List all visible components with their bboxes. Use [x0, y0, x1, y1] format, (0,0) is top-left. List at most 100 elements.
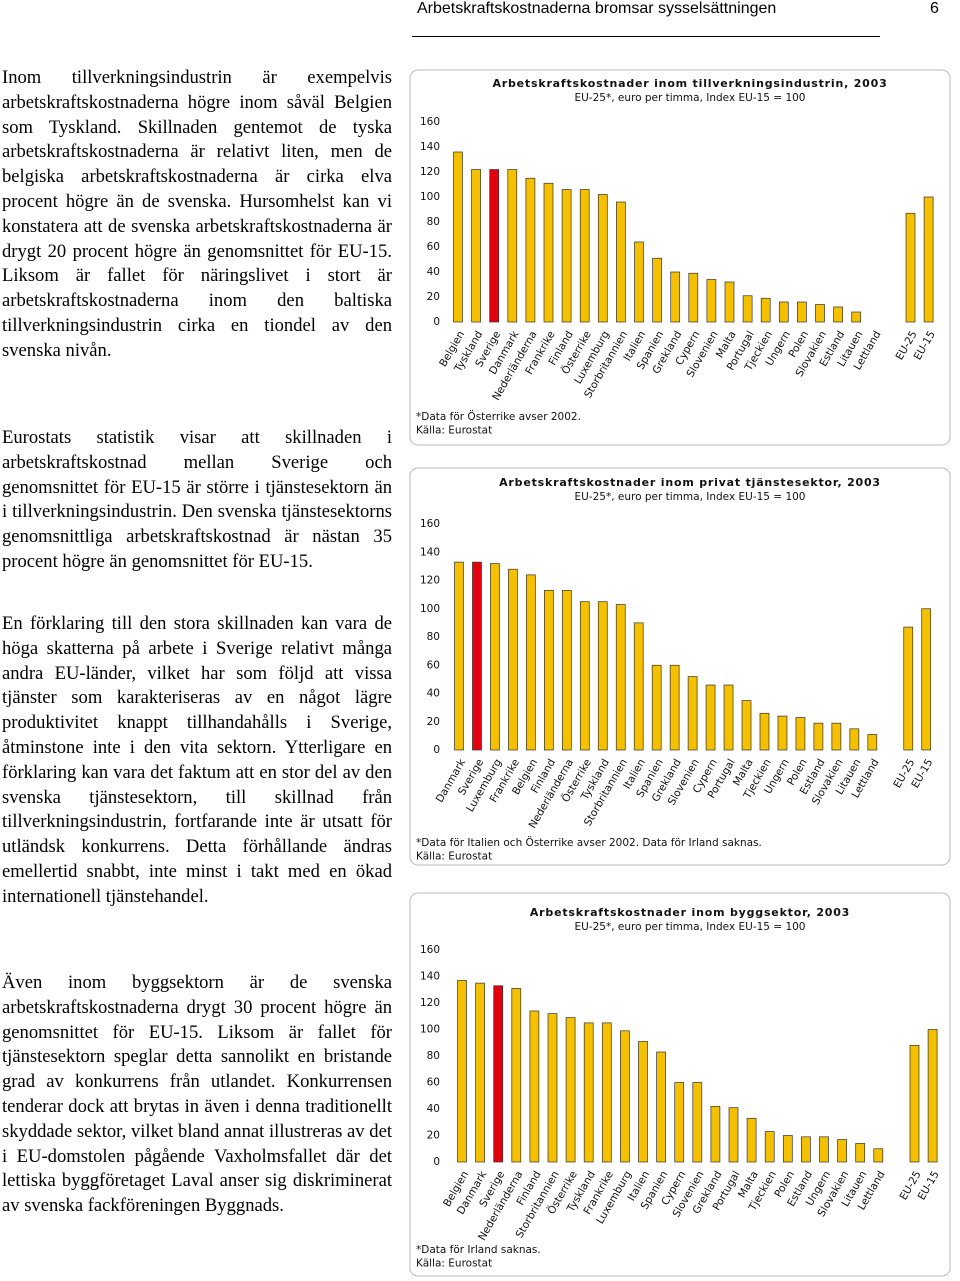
bar — [760, 297, 771, 323]
y-tick-label: 60 — [427, 659, 440, 671]
y-tick-label: 160 — [420, 116, 440, 128]
bar — [710, 1105, 721, 1163]
y-tick-label: 0 — [433, 1156, 440, 1168]
bar — [507, 169, 518, 323]
y-tick-label: 40 — [427, 266, 440, 278]
paragraph: Inom tillverkningsindustrin är exempelvi… — [2, 67, 392, 361]
chart-note: Källa: Eurostat — [416, 851, 492, 863]
bar — [851, 311, 862, 323]
bar — [687, 676, 698, 751]
bar — [724, 281, 735, 323]
chart-title: Arbetskraftskostnader inom byggsektor, 2… — [530, 906, 850, 919]
y-tick-label: 100 — [420, 1024, 440, 1036]
bar — [873, 1148, 884, 1163]
y-tick-label: 80 — [427, 1050, 440, 1062]
chart-frame — [409, 69, 951, 446]
y-tick-label: 160 — [420, 944, 440, 956]
bar — [692, 1082, 703, 1163]
bar — [759, 712, 770, 751]
bar — [813, 722, 824, 751]
chart-frame — [409, 892, 951, 1277]
bar — [778, 301, 789, 323]
bar — [616, 201, 626, 323]
bar — [746, 1117, 757, 1163]
bar — [597, 194, 608, 323]
y-tick-label: 120 — [420, 166, 440, 178]
paragraph: Även inom byggsektorn är de svenska arbe… — [2, 972, 392, 1217]
y-tick-label: 100 — [420, 603, 440, 615]
bar — [706, 279, 717, 323]
bar — [819, 1136, 829, 1163]
bar — [454, 561, 464, 751]
y-tick-label: 120 — [420, 997, 440, 1009]
bar — [905, 212, 916, 323]
bar — [903, 626, 914, 751]
y-tick-label: 0 — [433, 316, 440, 328]
bar — [579, 189, 590, 323]
bar — [489, 169, 500, 323]
bar — [493, 985, 504, 1163]
bar — [705, 684, 716, 751]
y-tick-label: 20 — [427, 716, 440, 728]
bar — [741, 700, 752, 751]
bar — [797, 301, 807, 323]
bar — [547, 1013, 558, 1163]
bar — [543, 590, 554, 751]
bar — [909, 1045, 920, 1163]
chart-frame — [409, 467, 951, 866]
bar — [801, 1136, 811, 1163]
bar — [849, 728, 860, 751]
bar — [583, 1022, 594, 1163]
bar — [855, 1143, 866, 1163]
y-tick-label: 40 — [427, 1103, 440, 1115]
bar — [615, 604, 626, 751]
bar — [457, 980, 467, 1163]
bar — [525, 177, 536, 323]
bar — [652, 257, 662, 323]
bar — [561, 590, 572, 751]
bar — [728, 1107, 739, 1163]
bar — [579, 601, 590, 751]
bar — [837, 1139, 847, 1163]
y-tick-label: 20 — [427, 1130, 440, 1142]
y-tick-label: 20 — [427, 291, 440, 303]
header-title: Arbetskraftskostnaderna bromsar sysselsä… — [417, 0, 777, 17]
bar — [833, 306, 843, 323]
chart-note: Källa: Eurostat — [416, 1258, 492, 1270]
bar — [674, 1082, 685, 1163]
bar — [923, 196, 934, 323]
bar — [867, 734, 878, 751]
bar — [670, 271, 681, 323]
page-number: 6 — [930, 0, 939, 17]
y-tick-label: 140 — [420, 971, 440, 983]
y-tick-label: 140 — [420, 546, 440, 558]
bar — [795, 717, 806, 751]
y-tick-label: 80 — [427, 631, 440, 643]
bar — [633, 622, 644, 751]
bar — [565, 1017, 576, 1163]
bar — [543, 182, 554, 323]
chart-subtitle: EU-25*, euro per timma, Index EU-15 = 10… — [575, 921, 806, 933]
bar — [471, 169, 481, 323]
bar — [777, 715, 788, 751]
paragraph: Eurostats statistik visar att skillnaden… — [2, 427, 392, 572]
bar — [597, 601, 608, 751]
bar — [561, 189, 572, 323]
bar — [815, 304, 825, 323]
y-tick-label: 60 — [427, 1077, 440, 1089]
paragraph: En förklaring till den stora skillnaden … — [2, 613, 392, 907]
y-tick-label: 0 — [433, 744, 440, 756]
bar — [508, 568, 518, 751]
bar — [529, 1010, 540, 1163]
y-tick-label: 100 — [420, 191, 440, 203]
bar — [634, 241, 644, 323]
bar — [831, 722, 842, 751]
bar — [723, 684, 734, 751]
bar — [651, 664, 662, 751]
bar — [472, 561, 482, 751]
y-tick-label: 140 — [420, 141, 440, 153]
chart-note: Källa: Eurostat — [416, 425, 492, 437]
chart-title: Arbetskraftskostnader inom privat tjänst… — [499, 476, 881, 489]
chart-title: Arbetskraftskostnader inom tillverknings… — [492, 77, 887, 90]
